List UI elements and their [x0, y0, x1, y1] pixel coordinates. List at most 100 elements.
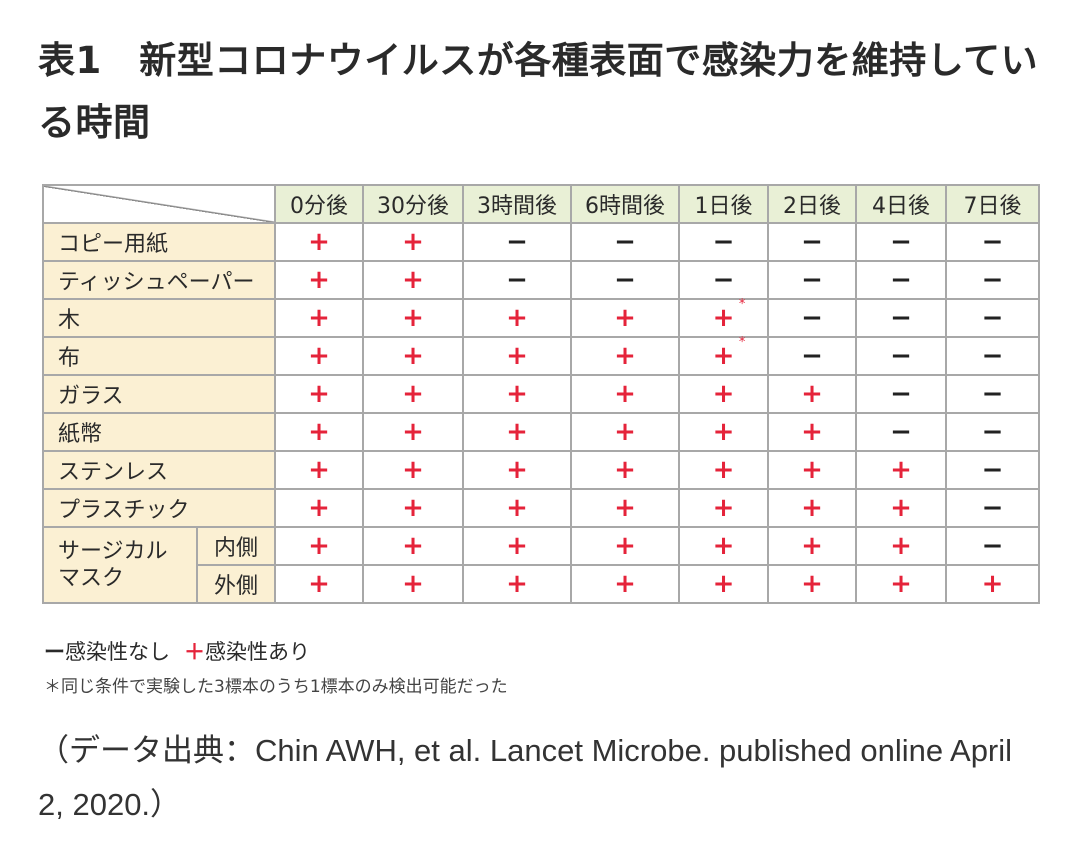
plus-icon: +: [308, 455, 330, 485]
table-cell: −: [945, 298, 1040, 338]
minus-icon: −: [981, 265, 1004, 295]
table-cell: +: [570, 564, 680, 604]
table-cell: +: [362, 564, 464, 604]
table-cell: +: [767, 450, 857, 490]
column-header: 0分後: [274, 184, 364, 224]
table-cell: +: [570, 488, 680, 528]
minus-icon: −: [981, 303, 1004, 333]
table-cell: −: [945, 412, 1040, 452]
table-cell: +: [570, 412, 680, 452]
table-cell: +: [678, 488, 769, 528]
plus-icon: +: [506, 341, 528, 371]
plus-icon: +: [506, 531, 528, 561]
table-cell: +: [362, 298, 464, 338]
row-label: ティッシュペーパー: [42, 260, 276, 300]
footnote: ＊同じ条件で実験した3標本のうち1標本のみ検出可能だった: [44, 677, 508, 697]
table-cell: +: [570, 450, 680, 490]
column-header: 1日後: [678, 184, 769, 224]
table-cell: −: [855, 336, 947, 376]
plus-icon: +: [712, 531, 735, 561]
table-cell: +: [362, 526, 464, 566]
minus-icon: −: [981, 227, 1004, 257]
plus-icon: +: [890, 493, 912, 523]
plus-icon: +: [402, 493, 424, 523]
plus-icon: +: [402, 455, 424, 485]
plus-icon: +: [801, 379, 823, 409]
row-label: プラスチック: [42, 488, 276, 528]
table-cell: −: [945, 374, 1040, 414]
table-cell: −: [945, 222, 1040, 262]
table-cell: −: [855, 374, 947, 414]
plus-icon: +: [308, 569, 330, 599]
minus-icon: −: [506, 227, 528, 257]
plus-icon: +: [308, 531, 330, 561]
mask-side-label: 外側: [196, 564, 276, 604]
plus-icon: +: [402, 569, 424, 599]
table-cell: −: [767, 336, 857, 376]
table-cell: +: [570, 298, 680, 338]
minus-icon: −: [801, 341, 823, 371]
minus-icon: −: [890, 303, 912, 333]
table-cell: +: [570, 526, 680, 566]
plus-icon: +: [712, 417, 735, 447]
plus-icon: +: [801, 417, 823, 447]
mask-label-line: サージカル: [58, 539, 168, 564]
table-row: 外側 + + + + + + + +: [43, 564, 1040, 604]
plus-icon: +: [506, 303, 528, 333]
table-row: ステンレス + + + + + + + −: [42, 450, 1040, 490]
table-cell: −: [678, 222, 769, 262]
table-cell: +: [462, 336, 572, 376]
table-cell: +: [462, 564, 572, 604]
table-cell: + *: [678, 335, 769, 376]
mask-side-label: 内側: [196, 526, 276, 566]
table-cell: −: [855, 222, 947, 262]
table-cell: +: [362, 450, 464, 490]
plus-icon: +: [890, 569, 912, 599]
plus-icon: +: [308, 303, 330, 333]
plus-icon: +: [614, 493, 636, 523]
table-cell: +: [462, 450, 572, 490]
table-cell: +: [462, 374, 572, 414]
minus-icon: −: [890, 417, 912, 447]
plus-icon: +: [308, 493, 330, 523]
legend-plus-label: 感染性あり: [205, 640, 310, 664]
table-cell: +: [855, 488, 947, 528]
plus-icon: + *: [712, 335, 746, 371]
table-row: プラスチック + + + + + + + −: [42, 488, 1040, 528]
table-row: ガラス + + + + + + − −: [42, 374, 1040, 414]
table-cell: +: [274, 336, 364, 376]
table-cell: +: [362, 374, 464, 414]
table-cell: −: [855, 298, 947, 338]
minus-icon: −: [712, 227, 735, 257]
table-row: 布 + + + + + * − − −: [42, 335, 1040, 376]
plus-icon: +: [402, 303, 424, 333]
column-header: 2日後: [767, 184, 857, 224]
plus-icon: +: [402, 417, 424, 447]
column-header: 30分後: [362, 184, 464, 224]
plus-icon: +: [614, 303, 636, 333]
table-cell: −: [462, 222, 572, 262]
table-row: ティッシュペーパー + + − − − − − −: [42, 260, 1040, 300]
table-cell: +: [274, 222, 364, 262]
minus-icon: −: [614, 265, 636, 295]
row-label: 布: [42, 336, 276, 376]
table-cell: +: [362, 336, 464, 376]
minus-icon: −: [981, 417, 1004, 447]
table-header-row: 0分後 30分後 3時間後 6時間後 1日後 2日後 4日後 7日後: [42, 184, 1040, 224]
mask-label-line: マスク: [58, 566, 125, 591]
column-header: 7日後: [945, 184, 1040, 224]
table-cell: −: [570, 222, 680, 262]
row-label: コピー用紙: [42, 222, 276, 262]
table-cell: +: [274, 564, 364, 604]
row-label: ガラス: [42, 374, 276, 414]
table-cell: +: [678, 526, 769, 566]
table-cell: +: [767, 488, 857, 528]
minus-icon: −: [981, 379, 1004, 409]
minus-icon: −: [981, 341, 1004, 371]
table-cell: +: [462, 412, 572, 452]
results-table: 0分後 30分後 3時間後 6時間後 1日後 2日後 4日後 7日後 コピー用紙 + + − − − − −…: [42, 184, 1040, 604]
table-cell: +: [362, 488, 464, 528]
table-cell: +: [362, 260, 464, 300]
minus-icon: −: [614, 227, 636, 257]
table-cell: −: [945, 260, 1040, 300]
